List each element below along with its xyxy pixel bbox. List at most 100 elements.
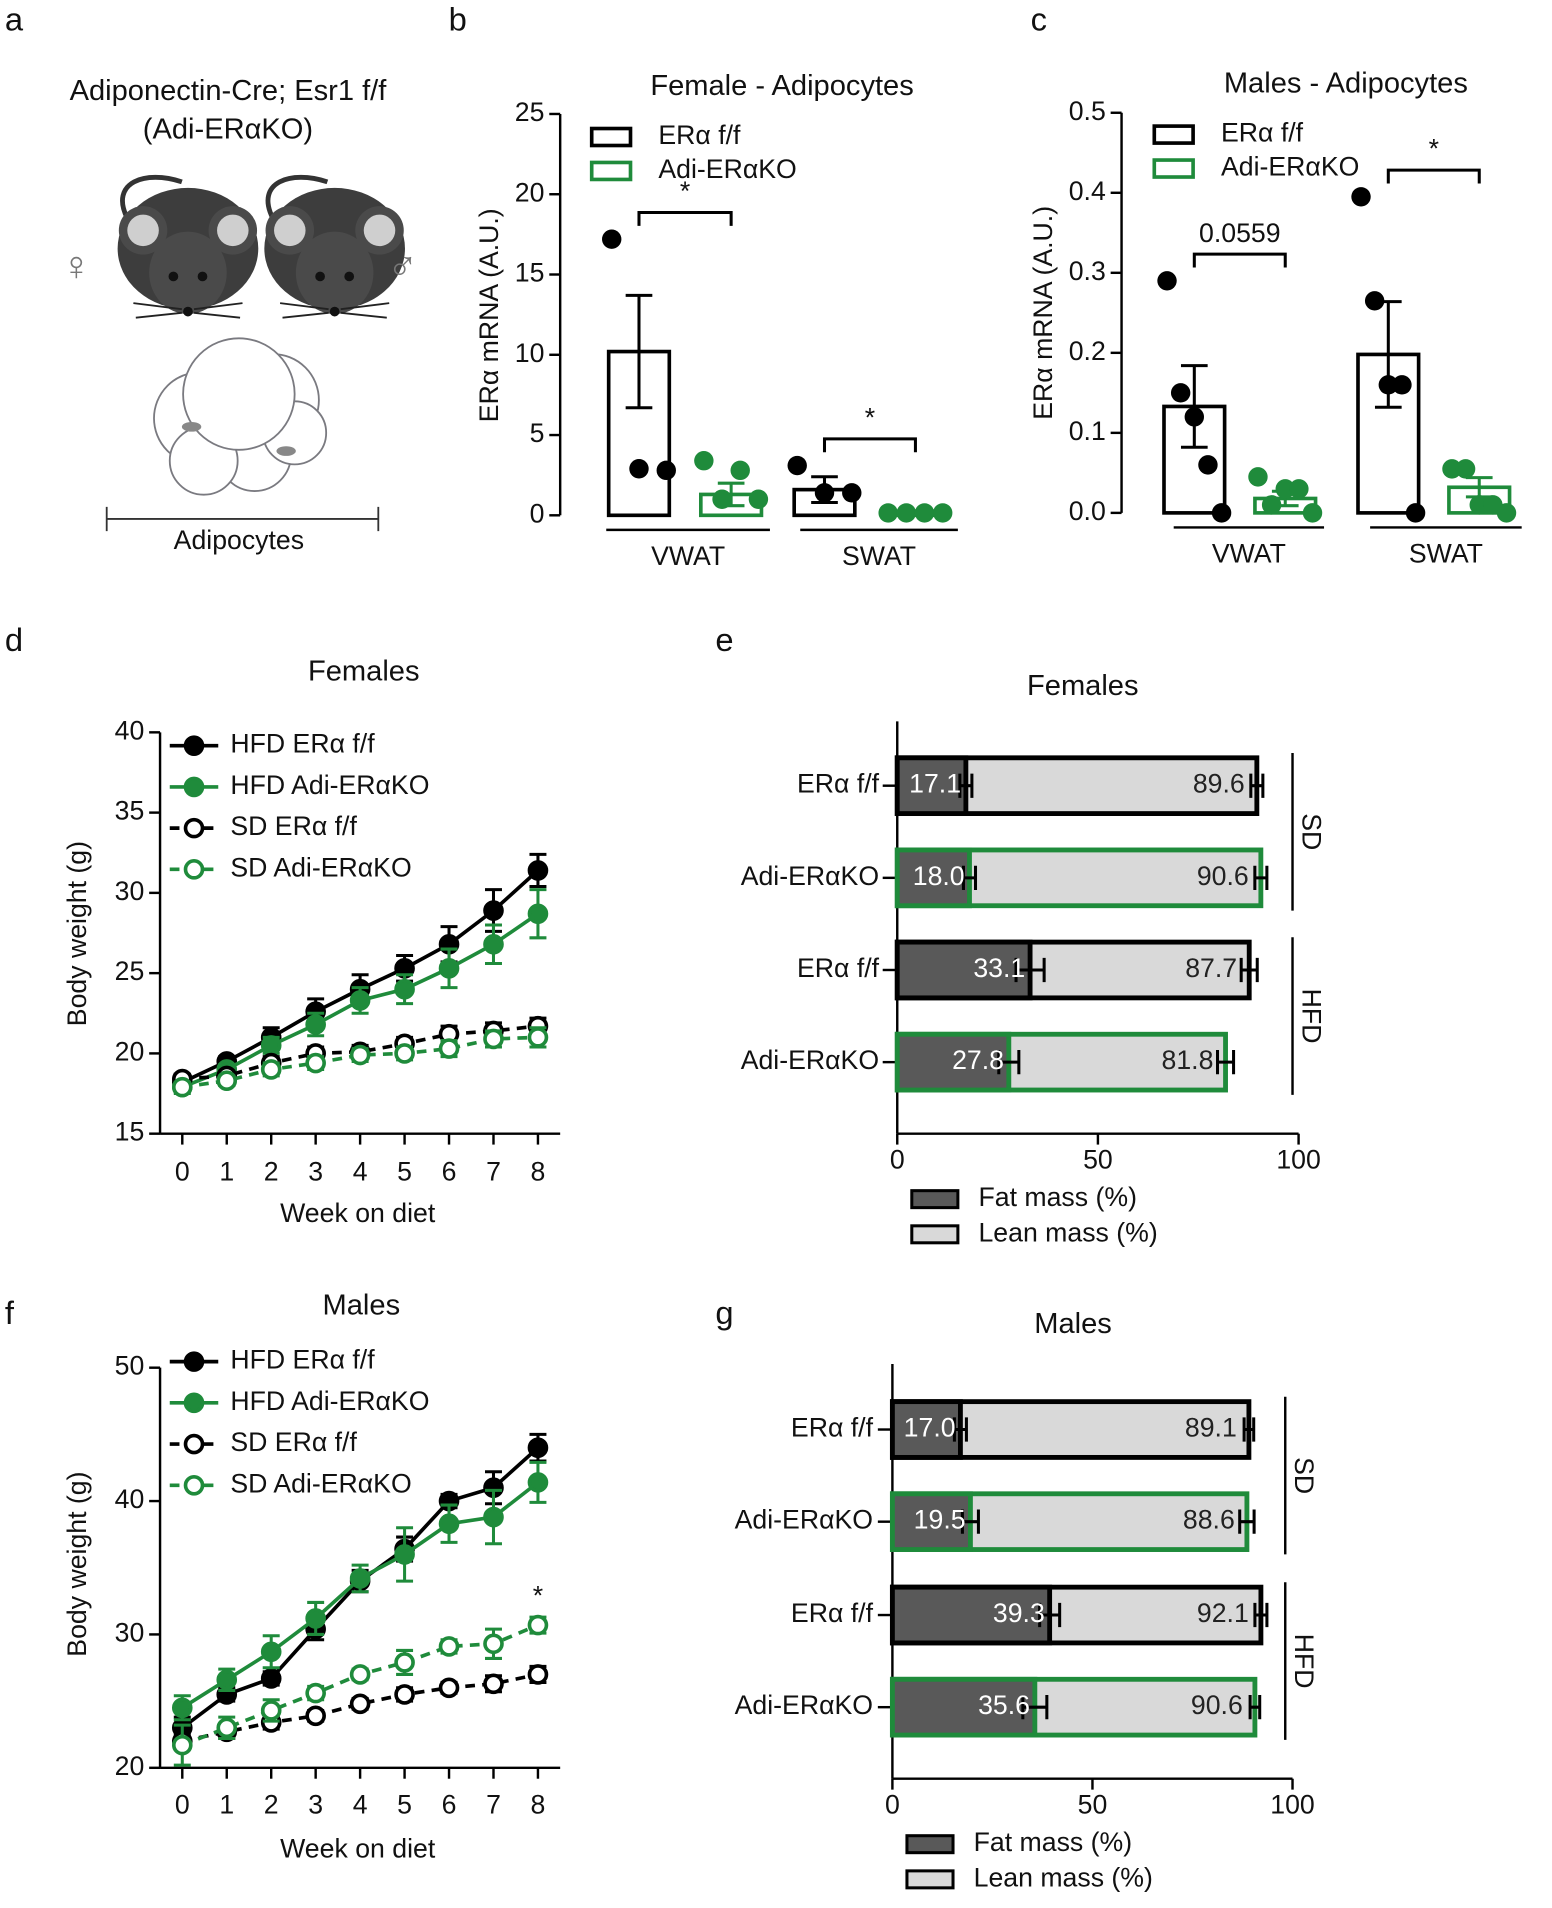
legend-marker xyxy=(183,1474,205,1496)
error-bar xyxy=(1249,773,1265,798)
y-tick-label: ERα f/f xyxy=(791,1598,874,1628)
group-label: HFD xyxy=(1296,989,1326,1044)
value-label: 87.7 xyxy=(1185,953,1237,983)
y-tick-label: 0.2 xyxy=(1069,336,1106,366)
error-bar xyxy=(997,1050,1021,1075)
data-point xyxy=(216,1717,238,1739)
data-point xyxy=(394,1652,415,1673)
y-tick-label: 0.3 xyxy=(1069,256,1106,286)
data-point xyxy=(933,503,953,523)
data-point xyxy=(305,1014,326,1035)
legend-marker xyxy=(183,1351,205,1372)
x-tick-label: VWAT xyxy=(1212,538,1286,568)
group-label: SD xyxy=(1296,813,1326,850)
x-axis-label: Week on diet xyxy=(280,1198,436,1228)
legend-swatch xyxy=(589,160,633,182)
error-bar xyxy=(1180,364,1208,449)
legend-label: HFD ERα f/f xyxy=(230,729,375,759)
series-line xyxy=(182,1035,539,1089)
data-point xyxy=(171,1697,193,1719)
y-tick-label: Adi-ERαKO xyxy=(741,861,879,891)
series-line xyxy=(182,1024,539,1081)
value-label: 92.1 xyxy=(1197,1598,1249,1628)
panel-letter: f xyxy=(5,1294,15,1331)
x-tick-label: 4 xyxy=(353,1790,368,1820)
value-label: 89.6 xyxy=(1193,769,1245,799)
chart-title: Males - Adipocytes xyxy=(1224,68,1468,100)
error-bar xyxy=(958,773,974,798)
data-point xyxy=(260,1059,282,1080)
error-bar xyxy=(1215,1050,1236,1075)
x-tick-label: 5 xyxy=(397,1157,412,1187)
y-axis-label: Body weight (g) xyxy=(62,1472,92,1657)
data-point xyxy=(305,1682,326,1704)
data-point xyxy=(1442,459,1462,479)
data-point xyxy=(1198,455,1218,475)
value-label: 89.1 xyxy=(1185,1413,1237,1443)
y-tick-label: Adi-ERαKO xyxy=(741,1045,879,1075)
data-point xyxy=(1405,503,1426,523)
panel-letter: g xyxy=(715,1294,733,1331)
significance-bracket xyxy=(822,437,917,453)
y-tick-label: 0.5 xyxy=(1069,96,1106,126)
data-point xyxy=(527,1437,549,1459)
data-point xyxy=(842,483,862,503)
data-point xyxy=(1496,503,1517,523)
bar xyxy=(889,1399,963,1460)
x-tick-label: 0 xyxy=(175,1790,190,1820)
x-tick-label: 7 xyxy=(486,1790,501,1820)
chart-title: Female - Adipocytes xyxy=(650,70,913,102)
x-tick-label: 0 xyxy=(885,1790,900,1820)
data-point xyxy=(527,1027,549,1048)
group-label: SD xyxy=(1289,1457,1319,1494)
error-bar xyxy=(1253,1602,1269,1628)
data-point xyxy=(1289,479,1309,499)
panel-letter: b xyxy=(449,0,467,37)
legend-label: SD Adi-ERαKO xyxy=(230,852,411,882)
error-bar xyxy=(1239,957,1259,983)
y-tick-label: 5 xyxy=(530,418,545,448)
legend-marker xyxy=(183,776,205,798)
data-point xyxy=(260,1668,282,1689)
data-point xyxy=(896,503,917,523)
legend-label: HFD Adi-ERαKO xyxy=(230,1386,429,1416)
data-point xyxy=(1248,467,1268,487)
legend-label: SD Adi-ERαKO xyxy=(230,1468,411,1498)
bar xyxy=(889,1676,1038,1738)
data-point xyxy=(730,460,750,481)
mouse-male xyxy=(264,174,405,319)
x-tick-label: 4 xyxy=(353,1157,368,1187)
legend-swatch xyxy=(910,1224,960,1245)
data-point xyxy=(394,978,415,1000)
group-label: HFD xyxy=(1289,1634,1319,1689)
panel-a-caption: Adipocytes xyxy=(174,525,304,555)
legend-label: ERα f/f xyxy=(658,120,741,150)
y-tick-label: Adi-ERαKO xyxy=(735,1690,873,1720)
x-tick-label: 3 xyxy=(308,1157,323,1187)
data-point xyxy=(260,1641,282,1663)
x-tick-label: 1 xyxy=(219,1157,234,1187)
panel-a-title: (Adi-ERαKO) xyxy=(143,114,313,146)
x-tick-label: 100 xyxy=(1270,1790,1314,1820)
data-point xyxy=(394,1544,415,1565)
legend-label: SD ERα f/f xyxy=(230,1427,357,1457)
x-tick-label: 5 xyxy=(397,1790,412,1820)
value-label: 19.5 xyxy=(914,1505,966,1535)
bar xyxy=(894,939,1033,1001)
value-label: 18.0 xyxy=(913,861,965,891)
x-tick-label: VWAT xyxy=(651,541,725,571)
data-point xyxy=(1302,503,1323,523)
panel-letter: e xyxy=(715,621,733,658)
y-tick-label: ERα f/f xyxy=(791,1413,874,1443)
legend-label: Adi-ERαKO xyxy=(1221,152,1359,182)
caption-bracket xyxy=(105,506,380,532)
y-tick-label: 25 xyxy=(515,97,545,127)
data-point xyxy=(305,1705,326,1727)
data-point xyxy=(527,1614,549,1636)
data-point xyxy=(1351,187,1371,207)
series-line xyxy=(181,1672,539,1743)
legend-label: Fat mass (%) xyxy=(974,1827,1132,1857)
x-tick-label: 100 xyxy=(1276,1145,1320,1175)
legend-marker xyxy=(183,735,205,756)
